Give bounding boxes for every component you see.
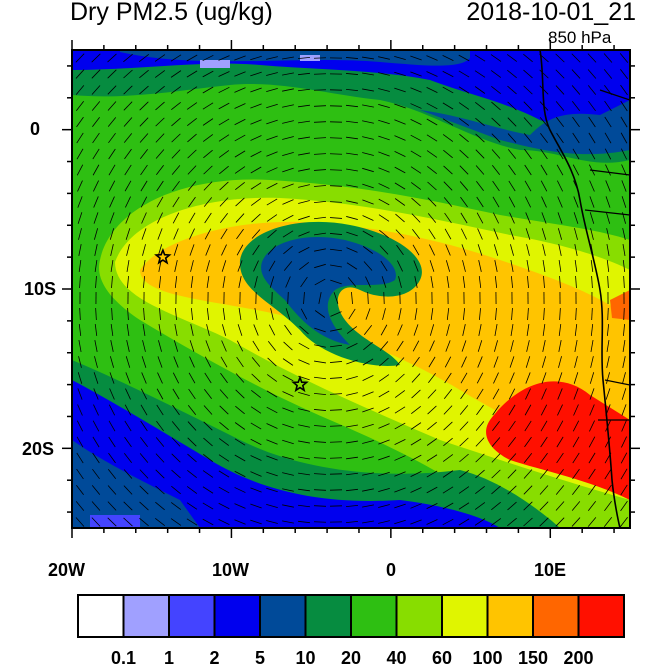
pm25-field <box>72 50 630 528</box>
colorbar-label: 100 <box>468 648 508 669</box>
colorbar-swatch <box>351 595 397 637</box>
colorbar-swatch <box>260 595 306 637</box>
colorbar-swatch <box>533 595 579 637</box>
colorbar-label: 200 <box>559 648 599 669</box>
wind-barb <box>330 426 342 427</box>
colorbar-swatch <box>397 595 443 637</box>
x-tick-label: 20W <box>48 560 85 581</box>
y-tick-label: 20S <box>22 439 54 460</box>
colorbar-swatch <box>488 595 534 637</box>
colorbar-swatch <box>169 595 215 637</box>
colorbar-label: 20 <box>331 648 371 669</box>
wind-barb <box>314 74 326 75</box>
colorbar-swatch <box>78 595 124 637</box>
colorbar-label: 10 <box>286 648 326 669</box>
colorbar-swatch <box>442 595 488 637</box>
wind-barb <box>330 442 342 443</box>
colorbar-label: 40 <box>377 648 417 669</box>
wind-barb <box>330 170 342 171</box>
colorbar-swatch <box>579 595 625 637</box>
wind-barb <box>288 292 289 304</box>
colorbar-swatch <box>215 595 261 637</box>
colorbar-swatch <box>306 595 352 637</box>
colorbar-label: 2 <box>195 648 235 669</box>
x-tick-label: 0 <box>386 560 396 581</box>
colorbar-label: 0.1 <box>104 648 144 669</box>
wind-barb <box>314 522 326 523</box>
colorbar <box>78 595 624 637</box>
colorbar-swatch <box>124 595 170 637</box>
y-tick-label: 0 <box>30 119 40 140</box>
colorbar-label: 5 <box>240 648 280 669</box>
x-tick-label: 10E <box>534 560 566 581</box>
y-tick-label: 10S <box>24 279 56 300</box>
colorbar-label: 1 <box>149 648 189 669</box>
wind-barb <box>314 90 326 91</box>
x-tick-label: 10W <box>212 560 249 581</box>
colorbar-label: 150 <box>513 648 553 669</box>
wind-barb <box>624 308 625 320</box>
colorbar-label: 60 <box>422 648 462 669</box>
